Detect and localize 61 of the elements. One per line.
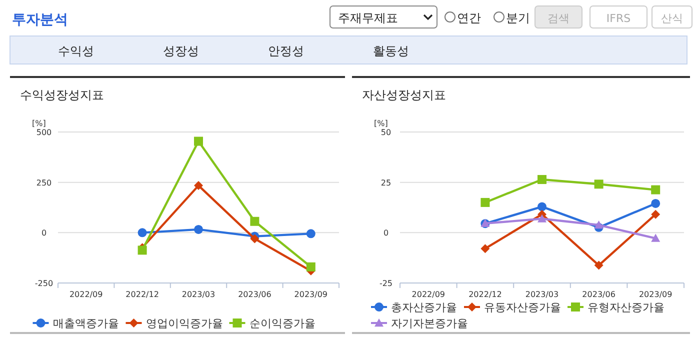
y-tick-label: 500 <box>36 128 52 137</box>
point <box>594 220 604 229</box>
x-tick-label: 2023/03 <box>525 290 559 299</box>
legend-label: 영업이익증가율 <box>146 317 223 330</box>
chart-title: 자산성장성지표 <box>362 88 446 102</box>
point <box>194 181 203 190</box>
legend-label: 순이익증가율 <box>249 317 316 330</box>
text: 안정성 <box>268 44 304 58</box>
point <box>538 214 546 222</box>
text: 분기 <box>506 11 530 25</box>
y-tick-label: 25 <box>380 178 392 188</box>
x-tick-label: 2023/06 <box>582 290 616 299</box>
text: 성장성 <box>163 44 199 58</box>
legend-label: 유형자산증가율 <box>588 301 664 314</box>
point <box>538 175 546 184</box>
y-tick-label: 250 <box>36 178 52 188</box>
legend-label: 유동자산증가율 <box>484 301 561 314</box>
text: 주재무제표 <box>338 11 398 25</box>
y-tick-label: -25 <box>379 279 393 288</box>
chart-title: 수익성장성지표 <box>20 88 104 102</box>
point <box>651 234 660 242</box>
y-tick-label: 0 <box>41 228 47 238</box>
x-tick-label: 2023/09 <box>638 290 672 299</box>
x-tick-label: 2022/12 <box>468 290 502 299</box>
point <box>250 234 260 244</box>
point <box>651 210 660 219</box>
point <box>538 202 546 212</box>
point <box>194 136 203 146</box>
y-tick-label: 50 <box>380 128 392 137</box>
y-axis-title: [%] <box>374 119 388 128</box>
point <box>594 260 604 270</box>
legend-label: 매출액증가율 <box>52 317 119 330</box>
text: 수익성 <box>58 44 94 58</box>
point <box>138 246 147 255</box>
y-tick-label: 0 <box>383 228 389 238</box>
point <box>594 180 604 189</box>
point <box>306 262 316 272</box>
x-tick-label: 2023/06 <box>238 290 272 299</box>
x-tick-label: 2023/03 <box>182 290 216 299</box>
point <box>306 229 316 238</box>
y-axis-title: [%] <box>32 119 46 128</box>
y-tick-label: -250 <box>34 279 54 288</box>
point <box>250 216 260 226</box>
x-tick-label: 2022/12 <box>126 290 159 299</box>
legend-label: 총자산증가율 <box>391 301 457 314</box>
point <box>651 198 660 208</box>
x-tick-label: 2023/09 <box>294 290 328 299</box>
x-tick-label: 2022/09 <box>69 290 103 299</box>
point <box>480 198 490 207</box>
text: 활동성 <box>373 44 409 58</box>
text: 검색 <box>548 12 570 25</box>
point <box>194 224 203 234</box>
point <box>480 244 490 254</box>
point <box>138 228 147 238</box>
text: 산식 <box>661 12 683 25</box>
point <box>651 185 660 194</box>
legend-label: 자기자본증가율 <box>391 317 468 330</box>
x-tick-label: 2022/09 <box>412 290 446 299</box>
text: 투자분석 <box>12 12 68 28</box>
text: 연간 <box>457 11 481 25</box>
text: IFRS <box>606 12 631 25</box>
